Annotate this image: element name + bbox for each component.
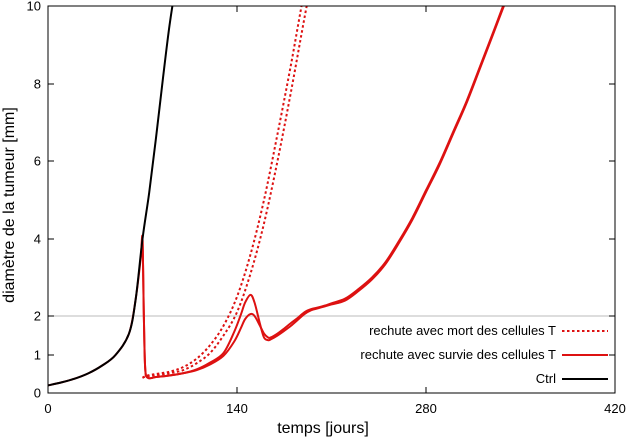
- x-tick-label-280: 280: [415, 401, 437, 416]
- series-relapse-tcell-death-a: [141, 6, 303, 379]
- y-tick-label-2: 2: [34, 309, 41, 324]
- y-tick-label-8: 8: [34, 77, 41, 92]
- legend-label-relapse-tcell-death: rechute avec mort des cellules T: [369, 323, 556, 338]
- series-layer: [48, 6, 505, 387]
- series-ctrl: [48, 6, 174, 387]
- y-tick-label-6: 6: [34, 154, 41, 169]
- x-tick-label-420: 420: [604, 401, 626, 416]
- x-axis-title: temps [jours]: [277, 420, 369, 437]
- legend-label-ctrl: Ctrl: [536, 371, 556, 386]
- x-tick-label-0: 0: [44, 401, 51, 416]
- y-axis-title: diamètre de la tumeur [mm]: [1, 107, 18, 303]
- legend: rechute avec mort des cellules T rechute…: [360, 323, 608, 386]
- series-relapse-tcell-death-b: [142, 6, 308, 379]
- y-tick-label-10: 10: [27, 0, 41, 14]
- y-tick-label-1: 1: [34, 348, 41, 363]
- series-relapse-tcell-survival-b: [140, 6, 505, 380]
- y-tick-label-0: 0: [34, 386, 41, 401]
- tick-layer: 0 140 280 420 0 1 2 4 6 8 10: [27, 0, 626, 416]
- plot-frame: [47, 5, 616, 394]
- x-tick-label-140: 140: [226, 401, 248, 416]
- legend-label-relapse-tcell-survival: rechute avec survie des cellules T: [360, 347, 556, 362]
- y-tick-label-4: 4: [34, 232, 41, 247]
